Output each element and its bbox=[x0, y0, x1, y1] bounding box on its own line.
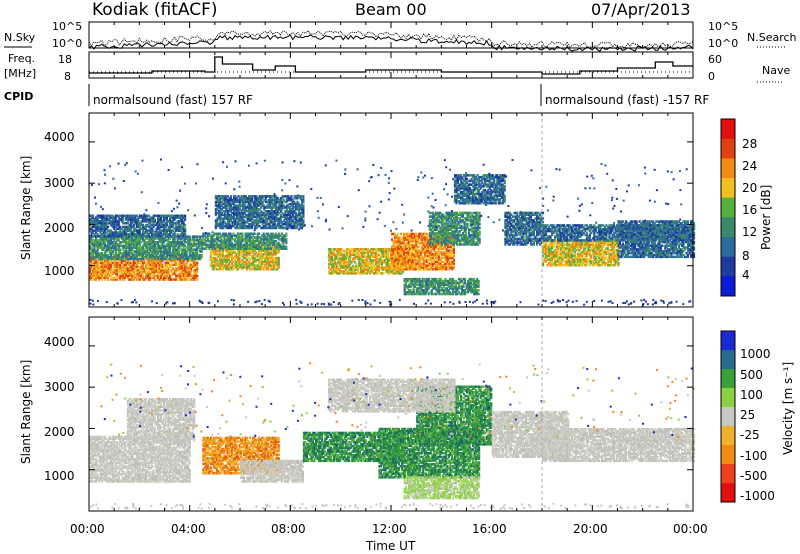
heatmap-cell bbox=[285, 246, 287, 249]
freq-tick-top: 18 bbox=[58, 53, 72, 66]
heatmap-cell bbox=[189, 235, 191, 238]
heatmap-cell bbox=[242, 233, 244, 236]
noise-left-tick-bottom: 10^0 bbox=[52, 37, 82, 50]
heatmap-cell bbox=[184, 228, 186, 231]
cpid-segment-1: normalsound (fast) 157 RF bbox=[93, 93, 253, 107]
station-title: Kodiak (fitACF) bbox=[92, 0, 218, 20]
heatmap-cell bbox=[285, 238, 287, 241]
heatmap-cell bbox=[302, 219, 304, 222]
heatmap-cell bbox=[400, 233, 402, 236]
noise-panel: N.Sky N.Search 10^5 10^0 10^5 10^0 bbox=[4, 20, 797, 51]
noise-right-tick-top: 10^5 bbox=[708, 20, 738, 33]
cpid-segment-2: normalsound (fast) -157 RF bbox=[545, 93, 709, 107]
date-title: 07/Apr/2013 bbox=[591, 0, 691, 19]
heatmap-cell bbox=[254, 233, 256, 236]
heatmap-cell bbox=[426, 233, 428, 236]
heatmap-cell bbox=[178, 258, 180, 261]
noise-right-tick-bottom: 10^0 bbox=[708, 37, 738, 50]
heatmap-cell bbox=[196, 275, 198, 278]
heatmap-cell bbox=[397, 233, 399, 236]
heatmap-cell bbox=[214, 247, 216, 250]
heatmap-cell bbox=[382, 272, 384, 275]
heatmap-cell bbox=[107, 226, 109, 229]
heatmap-cell bbox=[142, 275, 144, 278]
heatmap-cell bbox=[302, 204, 304, 207]
heatmap-cell bbox=[154, 218, 156, 221]
heatmap-cell bbox=[119, 248, 121, 251]
n-sky-label: N.Sky bbox=[4, 31, 36, 44]
heatmap-cell bbox=[196, 262, 198, 265]
heatmap-cell bbox=[278, 257, 280, 260]
cpid-label: CPID bbox=[4, 90, 33, 103]
nave-tick-top: 60 bbox=[708, 53, 722, 66]
freq-unit: [MHz] bbox=[4, 67, 36, 80]
heatmap-cell bbox=[258, 233, 260, 236]
rti-plot: Kodiak (fitACF) Beam 00 07/Apr/2013 N.Sk… bbox=[0, 0, 800, 554]
power-panel: Slant Range [km] 1000 2000 3000 4000 Pow… bbox=[19, 113, 773, 307]
heatmap-cell bbox=[330, 248, 332, 251]
heatmap-cell bbox=[230, 195, 232, 198]
cpid-panel: CPID normalsound (fast) 157 RF normalsou… bbox=[4, 84, 709, 107]
heatmap-cell bbox=[302, 195, 304, 198]
heatmap-cell bbox=[285, 233, 287, 236]
heatmap-cell bbox=[201, 254, 203, 257]
heatmap-cell bbox=[418, 246, 420, 249]
heatmap-cell bbox=[184, 224, 186, 227]
heatmap-cell bbox=[290, 195, 292, 198]
n-search-label: N.Search bbox=[747, 31, 797, 44]
heatmap-cell bbox=[162, 264, 164, 267]
heatmap-cell bbox=[184, 215, 186, 218]
nave-label: Nave bbox=[762, 64, 790, 77]
heatmap-cell bbox=[355, 263, 357, 266]
freq-label: Freq. bbox=[8, 52, 35, 65]
heatmap-cell bbox=[92, 215, 94, 218]
noise-left-tick-top: 10^5 bbox=[52, 20, 82, 33]
heatmap-cell bbox=[270, 247, 272, 250]
frequency-line bbox=[89, 57, 693, 74]
nave-tick-bottom: 0 bbox=[708, 70, 715, 83]
freq-panel: Freq. [MHz] Nave 18 8 60 0 bbox=[4, 52, 790, 83]
beam-title: Beam 00 bbox=[355, 0, 427, 19]
freq-tick-bottom: 8 bbox=[64, 70, 71, 83]
